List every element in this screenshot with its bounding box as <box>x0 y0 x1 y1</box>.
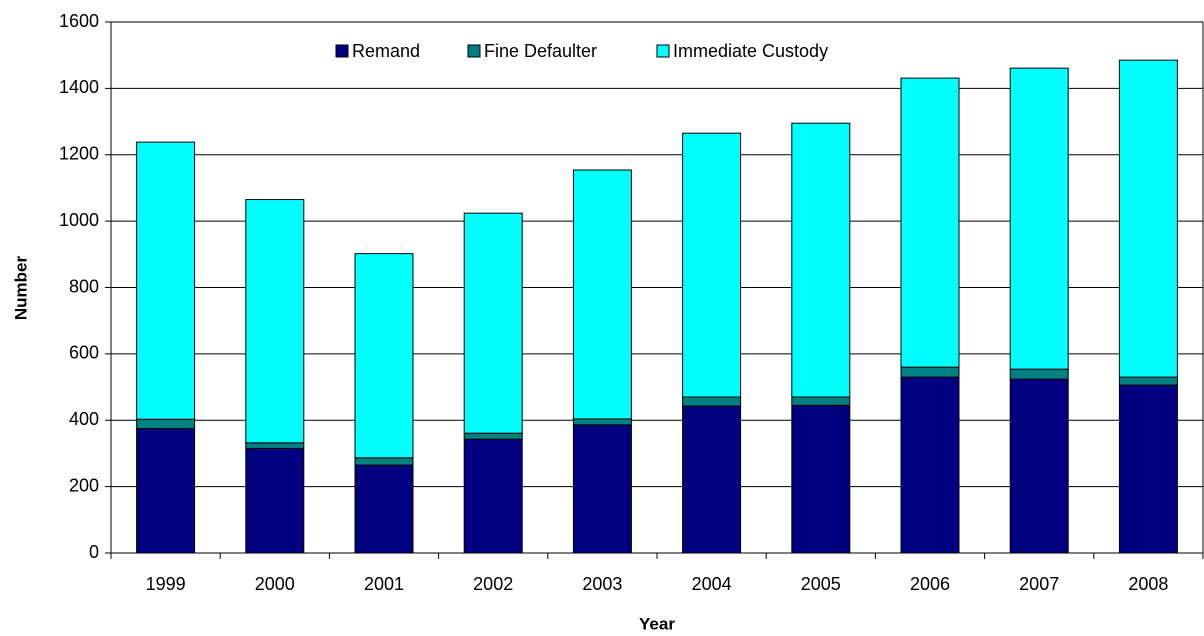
bar-segment <box>682 405 742 554</box>
bar-segment <box>791 404 851 554</box>
bar-segment <box>1009 368 1069 380</box>
x-tick-label: 2003 <box>582 574 622 594</box>
bar-segment <box>1009 67 1069 370</box>
y-tick-label: 1200 <box>59 144 99 164</box>
bar-segment <box>354 457 414 466</box>
y-tick-label: 800 <box>69 276 99 296</box>
x-tick-label: 2001 <box>364 574 404 594</box>
bar-segment <box>682 396 742 407</box>
bar-segment <box>1118 59 1178 378</box>
bar-segment <box>572 169 632 420</box>
bar-segment <box>572 424 632 554</box>
bar-segment <box>354 464 414 554</box>
x-tick-label: 2008 <box>1128 574 1168 594</box>
legend-label: Immediate Custody <box>673 41 828 61</box>
y-tick-label: 600 <box>69 343 99 363</box>
bar-segment <box>463 438 523 554</box>
bar-segment <box>900 77 960 368</box>
x-tick-label: 2002 <box>473 574 513 594</box>
bar-segment <box>791 396 851 406</box>
legend-label: Remand <box>352 41 420 61</box>
bar-segment <box>1009 378 1069 554</box>
y-tick-label: 200 <box>69 475 99 495</box>
bar-segment <box>463 432 523 440</box>
x-tick-label: 2004 <box>692 574 732 594</box>
x-tick-label: 2005 <box>801 574 841 594</box>
x-tick-label: 2007 <box>1019 574 1059 594</box>
bar-segment <box>791 122 851 398</box>
y-axis-title: Number <box>11 256 30 321</box>
bar-segment <box>572 418 632 426</box>
bar-segment <box>354 253 414 459</box>
y-tick-label: 1400 <box>59 77 99 97</box>
bar-segment <box>245 442 305 449</box>
bar-segment <box>136 428 196 554</box>
bar-segment <box>1118 384 1178 554</box>
bar-segment <box>900 366 960 378</box>
x-tick-label: 2006 <box>910 574 950 594</box>
bar-segment <box>136 418 196 430</box>
x-tick-label: 2000 <box>255 574 295 594</box>
x-axis-title: Year <box>639 614 675 633</box>
legend-swatch <box>335 44 349 58</box>
y-tick-label: 0 <box>89 542 99 562</box>
x-tick-label: 1999 <box>146 574 186 594</box>
bar-segment <box>1118 376 1178 386</box>
legend-label: Fine Defaulter <box>484 41 597 61</box>
bar-segment <box>245 199 305 444</box>
bar-segment <box>136 141 196 420</box>
bar-segment <box>463 212 523 434</box>
y-tick-label: 1000 <box>59 210 99 230</box>
y-tick-label: 400 <box>69 409 99 429</box>
bar-segment <box>900 376 960 554</box>
legend-swatch <box>467 44 481 58</box>
y-tick-label: 1600 <box>59 11 99 31</box>
legend-swatch <box>656 44 670 58</box>
bar-segment <box>682 132 742 398</box>
bar-segment <box>245 447 305 554</box>
